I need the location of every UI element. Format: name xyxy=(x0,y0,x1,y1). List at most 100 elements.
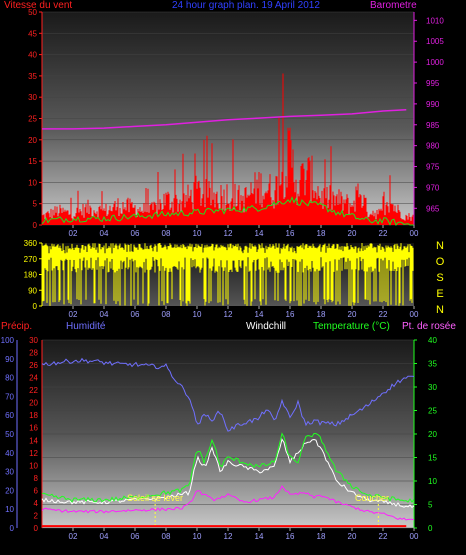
precip-tick-label: 24 xyxy=(29,374,38,383)
wind-left-tick-label: 10 xyxy=(28,178,37,187)
wind-left-tick-label: 25 xyxy=(28,115,37,124)
precip-tick-label: 6 xyxy=(34,486,39,495)
sunset-label: Coucher xyxy=(355,493,390,503)
precip-tick-label: 8 xyxy=(34,474,39,483)
wind-speed-axis-label: Vitesse du vent xyxy=(4,0,73,11)
wind-panel-hour-label: 10 xyxy=(193,229,202,238)
direction-left-tick-label: 270 xyxy=(24,255,38,264)
precip-axis-label: Précip. xyxy=(1,321,33,332)
barometer-right-tick-label: 985 xyxy=(426,121,440,130)
temp-panel-hour-label: 14 xyxy=(255,532,264,541)
humidity-axis-label: Humidité xyxy=(66,321,106,332)
barometer-right-tick-label: 980 xyxy=(426,142,440,151)
wind-left-tick-label: 0 xyxy=(33,221,38,230)
humidity-series xyxy=(41,357,415,432)
direction-panel-hour-label: 04 xyxy=(100,310,109,319)
temp-right-tick-label: 30 xyxy=(428,383,437,392)
temp-right-tick-label: 15 xyxy=(428,454,437,463)
temp-panel-hour-label: 16 xyxy=(286,532,295,541)
barometer-right-tick-label: 1010 xyxy=(426,16,444,25)
temp-panel-hour-label: 22 xyxy=(379,532,388,541)
direction-panel-hour-label: 22 xyxy=(379,310,388,319)
wind-panel-hour-label: 18 xyxy=(317,229,326,238)
wind-panel-hour-label: 06 xyxy=(131,229,140,238)
wind-panel-hour-label: 04 xyxy=(100,229,109,238)
temperature-axis-label: Temperature (°C) xyxy=(313,321,390,332)
chart-panels: 0510152025303540455096597097598098599099… xyxy=(1,8,445,541)
temp-right-tick-label: 40 xyxy=(428,336,437,345)
direction-panel-hour-label: 18 xyxy=(317,310,326,319)
precip-tick-label: 0 xyxy=(34,524,39,533)
barometer-right-tick-label: 970 xyxy=(426,183,440,192)
direction-compass-label: O xyxy=(436,256,445,268)
precip-tick-label: 4 xyxy=(34,499,39,508)
direction-panel-hour-label: 06 xyxy=(131,310,140,319)
humidity-tick-label: 90 xyxy=(5,355,14,364)
direction-panel-hour-label: 16 xyxy=(286,310,295,319)
wind-left-tick-label: 40 xyxy=(28,51,37,60)
dewpoint-series xyxy=(41,485,415,521)
wind-direction-series xyxy=(41,243,414,306)
wind-panel-hour-label: 20 xyxy=(348,229,357,238)
humidity-tick-label: 30 xyxy=(5,468,14,477)
wind-left-tick-label: 20 xyxy=(28,136,37,145)
gust-series xyxy=(41,196,414,227)
dewpoint-label: Pt. de rosée xyxy=(402,321,456,332)
chart-title: 24 hour graph plan. 19 April 2012 xyxy=(172,0,320,11)
temp-right-tick-label: 5 xyxy=(428,501,433,510)
temp-panel-hour-label: 10 xyxy=(193,532,202,541)
temperature-series xyxy=(41,432,415,504)
barometer-series xyxy=(42,108,407,130)
precip-tick-label: 20 xyxy=(29,399,38,408)
humidity-tick-label: 0 xyxy=(10,524,15,533)
direction-panel-hour-label: 00 xyxy=(410,310,419,319)
direction-panel-hour-label: 14 xyxy=(255,310,264,319)
temp-right-tick-label: 0 xyxy=(428,524,433,533)
wind-panel-hour-label: 02 xyxy=(69,229,78,238)
humidity-tick-label: 20 xyxy=(5,486,14,495)
direction-left-tick-label: 360 xyxy=(24,239,38,248)
wind-left-tick-label: 50 xyxy=(28,8,37,17)
wind-panel-hour-label: 00 xyxy=(410,229,419,238)
precip-tick-label: 26 xyxy=(29,361,38,370)
direction-left-tick-label: 180 xyxy=(24,271,38,280)
wind-left-tick-label: 35 xyxy=(28,72,37,81)
direction-panel-hour-label: 20 xyxy=(348,310,357,319)
precip-tick-label: 28 xyxy=(29,349,38,358)
wind-left-tick-label: 5 xyxy=(33,200,38,209)
temp-panel-hour-label: 00 xyxy=(410,532,419,541)
temp-panel-hour-label: 02 xyxy=(69,532,78,541)
precip-tick-label: 18 xyxy=(29,411,38,420)
precip-tick-label: 22 xyxy=(29,386,38,395)
temp-panel-hour-label: 08 xyxy=(162,532,171,541)
wind-panel-hour-label: 12 xyxy=(224,229,233,238)
windchill-label: Windchill xyxy=(246,321,287,332)
direction-compass-label: S xyxy=(436,272,443,284)
direction-panel-hour-label: 10 xyxy=(193,310,202,319)
barometer-right-tick-label: 990 xyxy=(426,100,440,109)
humidity-tick-label: 10 xyxy=(5,505,14,514)
humidity-tick-label: 80 xyxy=(5,374,14,383)
precip-tick-label: 16 xyxy=(29,424,38,433)
humidity-tick-label: 50 xyxy=(5,430,14,439)
temp-right-tick-label: 25 xyxy=(428,407,437,416)
direction-compass-label: E xyxy=(436,288,443,300)
direction-panel-hour-label: 12 xyxy=(224,310,233,319)
direction-panel-hour-label: 08 xyxy=(162,310,171,319)
wind-left-tick-label: 15 xyxy=(28,157,37,166)
temp-panel-hour-label: 20 xyxy=(348,532,357,541)
precip-tick-label: 10 xyxy=(29,461,38,470)
direction-left-tick-label: 0 xyxy=(33,302,38,311)
barometer-right-tick-label: 995 xyxy=(426,79,440,88)
temp-panel-hour-label: 12 xyxy=(224,532,233,541)
humidity-tick-label: 70 xyxy=(5,392,14,401)
wind-panel-hour-label: 14 xyxy=(255,229,264,238)
barometer-right-tick-label: 965 xyxy=(426,204,440,213)
wind-panel-hour-label: 08 xyxy=(162,229,171,238)
barometer-right-tick-label: 1000 xyxy=(426,58,444,67)
direction-panel-hour-label: 02 xyxy=(69,310,78,319)
temp-right-tick-label: 20 xyxy=(428,430,437,439)
wind-left-tick-label: 30 xyxy=(28,93,37,102)
